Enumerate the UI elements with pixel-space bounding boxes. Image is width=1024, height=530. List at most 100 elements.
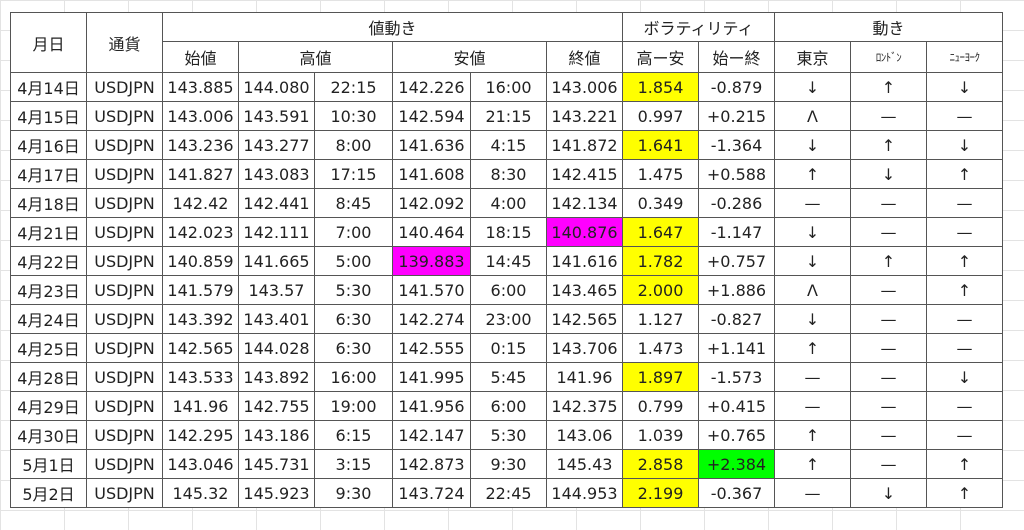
cell-high-time[interactable]: 6:30 bbox=[314, 304, 393, 334]
cell-high[interactable]: 143.083 bbox=[238, 159, 315, 189]
cell-tokyo-move[interactable]: — bbox=[774, 391, 851, 421]
cell-high-low[interactable]: 1.854 bbox=[622, 72, 699, 102]
cell-currency[interactable]: USDJPN bbox=[86, 449, 163, 479]
cell-high-time[interactable]: 22:15 bbox=[314, 72, 393, 102]
cell-london-move[interactable]: — bbox=[850, 420, 927, 450]
cell-low[interactable]: 142.594 bbox=[392, 101, 471, 131]
cell-high-low[interactable]: 1.039 bbox=[622, 420, 699, 450]
cell-low[interactable]: 141.570 bbox=[392, 275, 471, 305]
cell-london-move[interactable]: — bbox=[850, 304, 927, 334]
cell-tokyo-move[interactable]: Λ bbox=[774, 275, 851, 305]
cell-high[interactable]: 143.186 bbox=[238, 420, 315, 450]
cell-low[interactable]: 142.092 bbox=[392, 188, 471, 218]
cell-tokyo-move[interactable]: — bbox=[774, 478, 851, 508]
cell-low-time[interactable]: 23:00 bbox=[470, 304, 547, 334]
cell-low-time[interactable]: 9:30 bbox=[470, 449, 547, 479]
cell-high-time[interactable]: 8:45 bbox=[314, 188, 393, 218]
cell-date[interactable]: 4月28日 bbox=[10, 362, 87, 392]
cell-open[interactable]: 140.859 bbox=[162, 246, 239, 276]
cell-currency[interactable]: USDJPN bbox=[86, 391, 163, 421]
cell-tokyo-move[interactable]: Λ bbox=[774, 101, 851, 131]
cell-close[interactable]: 145.43 bbox=[546, 449, 623, 479]
cell-high[interactable]: 142.111 bbox=[238, 217, 315, 247]
cell-open-close[interactable]: -1.573 bbox=[698, 362, 775, 392]
cell-low[interactable]: 140.464 bbox=[392, 217, 471, 247]
cell-open-close[interactable]: +0.215 bbox=[698, 101, 775, 131]
cell-open[interactable]: 142.023 bbox=[162, 217, 239, 247]
cell-high[interactable]: 143.591 bbox=[238, 101, 315, 131]
col-currency-header[interactable]: 通貨 bbox=[86, 12, 163, 73]
cell-low-time[interactable]: 6:00 bbox=[470, 391, 547, 421]
cell-london-move[interactable]: — bbox=[850, 391, 927, 421]
cell-low-time[interactable]: 5:45 bbox=[470, 362, 547, 392]
cell-high[interactable]: 143.892 bbox=[238, 362, 315, 392]
cell-close[interactable]: 140.876 bbox=[546, 217, 623, 247]
col-tokyo-header[interactable]: 東京 bbox=[774, 41, 851, 73]
cell-open[interactable]: 143.885 bbox=[162, 72, 239, 102]
cell-low-time[interactable]: 8:30 bbox=[470, 159, 547, 189]
cell-london-move[interactable]: ↓ bbox=[850, 478, 927, 508]
cell-close[interactable]: 143.06 bbox=[546, 420, 623, 450]
cell-currency[interactable]: USDJPN bbox=[86, 333, 163, 363]
cell-high[interactable]: 143.401 bbox=[238, 304, 315, 334]
cell-close[interactable]: 141.616 bbox=[546, 246, 623, 276]
cell-tokyo-move[interactable]: ↑ bbox=[774, 333, 851, 363]
cell-open-close[interactable]: +2.384 bbox=[698, 449, 775, 479]
cell-date[interactable]: 4月30日 bbox=[10, 420, 87, 450]
cell-newyork-move[interactable]: — bbox=[926, 333, 1003, 363]
cell-london-move[interactable]: — bbox=[850, 101, 927, 131]
cell-high-low[interactable]: 2.858 bbox=[622, 449, 699, 479]
cell-high-low[interactable]: 2.000 bbox=[622, 275, 699, 305]
col-high-header[interactable]: 高値 bbox=[238, 41, 393, 73]
col-high-low-header[interactable]: 高ー安 bbox=[622, 41, 699, 73]
cell-open-close[interactable]: -0.286 bbox=[698, 188, 775, 218]
cell-open[interactable]: 143.006 bbox=[162, 101, 239, 131]
cell-currency[interactable]: USDJPN bbox=[86, 275, 163, 305]
cell-date[interactable]: 4月15日 bbox=[10, 101, 87, 131]
cell-low-time[interactable]: 6:00 bbox=[470, 275, 547, 305]
cell-high[interactable]: 144.028 bbox=[238, 333, 315, 363]
cell-close[interactable]: 141.872 bbox=[546, 130, 623, 160]
cell-london-move[interactable]: — bbox=[850, 333, 927, 363]
cell-high-low[interactable]: 2.199 bbox=[622, 478, 699, 508]
col-london-header[interactable]: ﾛﾝﾄﾞﾝ bbox=[850, 41, 927, 73]
cell-close[interactable]: 142.415 bbox=[546, 159, 623, 189]
cell-currency[interactable]: USDJPN bbox=[86, 246, 163, 276]
cell-currency[interactable]: USDJPN bbox=[86, 420, 163, 450]
cell-close[interactable]: 143.465 bbox=[546, 275, 623, 305]
cell-date[interactable]: 4月17日 bbox=[10, 159, 87, 189]
cell-london-move[interactable]: ↑ bbox=[850, 130, 927, 160]
cell-low[interactable]: 143.724 bbox=[392, 478, 471, 508]
cell-high-low[interactable]: 1.782 bbox=[622, 246, 699, 276]
cell-low[interactable]: 141.956 bbox=[392, 391, 471, 421]
col-open-header[interactable]: 始値 bbox=[162, 41, 239, 73]
cell-tokyo-move[interactable]: ↓ bbox=[774, 304, 851, 334]
cell-close[interactable]: 142.375 bbox=[546, 391, 623, 421]
cell-low[interactable]: 142.555 bbox=[392, 333, 471, 363]
cell-london-move[interactable]: ↑ bbox=[850, 72, 927, 102]
cell-high[interactable]: 141.665 bbox=[238, 246, 315, 276]
cell-close[interactable]: 143.706 bbox=[546, 333, 623, 363]
cell-currency[interactable]: USDJPN bbox=[86, 478, 163, 508]
cell-newyork-move[interactable]: — bbox=[926, 391, 1003, 421]
cell-high-time[interactable]: 16:00 bbox=[314, 362, 393, 392]
cell-date[interactable]: 4月14日 bbox=[10, 72, 87, 102]
cell-close[interactable]: 143.006 bbox=[546, 72, 623, 102]
cell-tokyo-move[interactable]: ↓ bbox=[774, 72, 851, 102]
cell-high-time[interactable]: 10:30 bbox=[314, 101, 393, 131]
cell-date[interactable]: 4月21日 bbox=[10, 217, 87, 247]
cell-london-move[interactable]: — bbox=[850, 362, 927, 392]
cell-currency[interactable]: USDJPN bbox=[86, 304, 163, 334]
col-newyork-header[interactable]: ﾆｭｰﾖｰｸ bbox=[926, 41, 1003, 73]
cell-tokyo-move[interactable]: — bbox=[774, 188, 851, 218]
cell-high-low[interactable]: 1.475 bbox=[622, 159, 699, 189]
cell-low-time[interactable]: 16:00 bbox=[470, 72, 547, 102]
cell-tokyo-move[interactable]: ↓ bbox=[774, 217, 851, 247]
cell-london-move[interactable]: — bbox=[850, 217, 927, 247]
cell-currency[interactable]: USDJPN bbox=[86, 362, 163, 392]
cell-low[interactable]: 141.995 bbox=[392, 362, 471, 392]
cell-london-move[interactable]: — bbox=[850, 275, 927, 305]
cell-open-close[interactable]: -1.364 bbox=[698, 130, 775, 160]
cell-high-time[interactable]: 3:15 bbox=[314, 449, 393, 479]
cell-close[interactable]: 142.565 bbox=[546, 304, 623, 334]
